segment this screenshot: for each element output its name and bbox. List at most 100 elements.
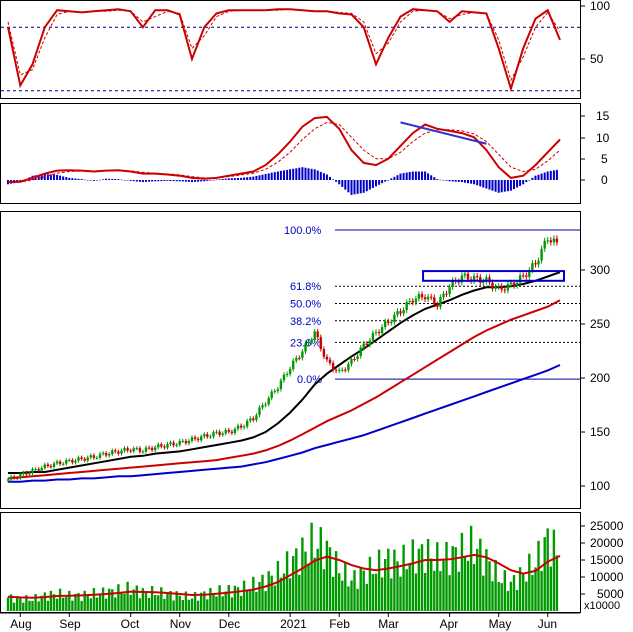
volume-bar bbox=[408, 563, 411, 611]
candle-body bbox=[356, 356, 359, 360]
volume-bar bbox=[16, 596, 19, 611]
volume-bar bbox=[420, 544, 424, 611]
candle-body bbox=[491, 282, 494, 289]
volume-bar bbox=[71, 600, 74, 611]
price-tick-label: 100 bbox=[590, 479, 610, 493]
x-axis: Aug Sep Oct Nov Dec 2021 Feb Mar Apr May… bbox=[0, 612, 580, 631]
volume-tick-label: 25000 bbox=[590, 519, 624, 533]
volume-bar bbox=[273, 585, 276, 611]
volume-bar bbox=[417, 548, 421, 611]
volume-bar bbox=[98, 593, 102, 611]
macd-histogram-bar bbox=[470, 180, 473, 184]
candle-body bbox=[6, 479, 10, 481]
candle-body bbox=[160, 444, 163, 447]
volume-bar bbox=[108, 588, 111, 611]
macd-histogram-bar bbox=[387, 180, 390, 181]
volume-bar bbox=[203, 591, 206, 611]
macd-line bbox=[7, 115, 561, 184]
macd-histogram-bar bbox=[227, 178, 230, 180]
macd-histogram-bar bbox=[414, 171, 417, 180]
macd-histogram-bar bbox=[454, 180, 457, 182]
macd-histogram-bar bbox=[460, 180, 463, 183]
volume-tick-label: 10000 bbox=[590, 570, 624, 584]
candle-body bbox=[482, 281, 485, 283]
macd-histogram-bar bbox=[56, 174, 59, 180]
volume-bar bbox=[206, 599, 209, 611]
macd-histogram-bar bbox=[62, 176, 65, 180]
volume-bar bbox=[295, 548, 298, 611]
candle-body bbox=[132, 448, 135, 452]
volume-bar bbox=[49, 590, 53, 611]
macd-y-axis: 15 10 5 0 bbox=[581, 109, 610, 187]
candle-body bbox=[187, 440, 191, 444]
candle-body bbox=[472, 276, 476, 281]
fibonacci-label: 100.0% bbox=[284, 225, 322, 237]
candle-body bbox=[328, 359, 332, 363]
volume-bar bbox=[488, 561, 491, 611]
volume-bar bbox=[80, 600, 83, 611]
volume-bar bbox=[439, 571, 442, 611]
macd-histogram-bar bbox=[289, 169, 292, 180]
candle-body bbox=[224, 430, 227, 434]
volume-bar bbox=[200, 592, 203, 611]
macd-histogram-bar bbox=[129, 180, 132, 181]
candle-body bbox=[540, 248, 543, 261]
candle-body bbox=[62, 463, 65, 465]
macd-histogram-bar bbox=[191, 180, 193, 183]
candle-body bbox=[58, 461, 62, 465]
volume-bar bbox=[212, 593, 215, 611]
volume-bar bbox=[494, 559, 497, 611]
x-tick-label: Aug bbox=[10, 617, 31, 631]
volume-bar bbox=[423, 573, 427, 611]
volume-bar bbox=[147, 597, 151, 611]
candle-body bbox=[344, 369, 347, 371]
moving-average-mid bbox=[7, 299, 561, 480]
macd-histogram-bar bbox=[310, 168, 313, 180]
volume-bar bbox=[396, 561, 399, 611]
volume-bar bbox=[86, 595, 89, 611]
candle-body bbox=[276, 389, 280, 392]
macd-histogram-bar bbox=[249, 176, 252, 180]
volume-bar bbox=[138, 598, 142, 611]
moving-average-short bbox=[8, 271, 561, 474]
volume-bar bbox=[22, 602, 25, 611]
macd-tick-label: 15 bbox=[596, 109, 610, 123]
candle-body bbox=[322, 349, 326, 357]
volume-y-axis: 25000 20000 15000 10000 5000 x10000 bbox=[581, 519, 624, 612]
candle-body bbox=[365, 343, 368, 345]
candle-body bbox=[399, 311, 402, 314]
macd-histogram-bar bbox=[108, 178, 111, 180]
volume-bar bbox=[359, 568, 362, 611]
x-tick-label: Sep bbox=[59, 617, 81, 631]
volume-bar bbox=[546, 528, 549, 611]
candle-body bbox=[430, 296, 433, 298]
volume-bar bbox=[555, 555, 559, 611]
candle-body bbox=[101, 453, 105, 454]
volume-bar bbox=[184, 591, 188, 611]
volume-bar bbox=[506, 590, 510, 611]
candle-body bbox=[509, 282, 513, 285]
volume-bar bbox=[157, 595, 160, 611]
candle-body bbox=[203, 434, 206, 437]
volume-bar bbox=[433, 570, 436, 611]
macd-tick-label: 5 bbox=[601, 152, 608, 166]
macd-histogram-bar bbox=[230, 178, 233, 180]
candle-body bbox=[528, 270, 531, 277]
candle-body bbox=[9, 476, 13, 480]
macd-histogram-bar bbox=[279, 170, 282, 180]
volume-bar bbox=[442, 560, 445, 611]
candle-body bbox=[334, 369, 338, 371]
macd-histogram-bar bbox=[338, 180, 341, 185]
macd-histogram-bar bbox=[252, 176, 255, 180]
candle-body bbox=[411, 300, 414, 303]
macd-histogram-bar bbox=[181, 180, 184, 182]
volume-bar bbox=[344, 562, 347, 611]
oscillator-lines bbox=[7, 8, 561, 93]
x-tick-label: Nov bbox=[170, 617, 191, 631]
volume-bar bbox=[34, 594, 37, 611]
macd-histogram-bar bbox=[46, 174, 49, 180]
volume-bar bbox=[178, 595, 181, 611]
candle-body bbox=[178, 440, 181, 445]
macd-lines bbox=[7, 115, 561, 184]
